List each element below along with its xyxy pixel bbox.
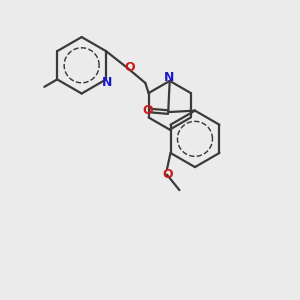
Text: N: N [101, 76, 112, 89]
Text: O: O [162, 168, 173, 181]
Text: O: O [142, 104, 153, 117]
Text: O: O [124, 61, 135, 74]
Text: N: N [164, 70, 174, 83]
